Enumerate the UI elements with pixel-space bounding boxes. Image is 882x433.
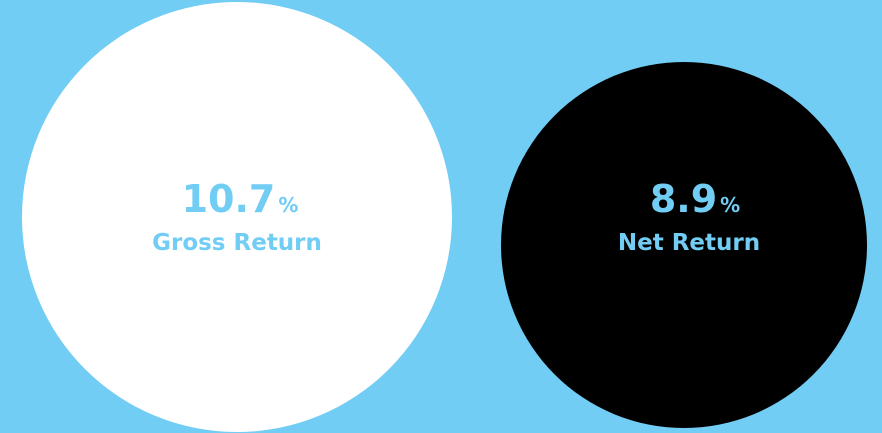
gross-figure: 10.7% (182, 177, 299, 221)
net-unit: % (720, 193, 740, 217)
net-circle (501, 62, 867, 428)
gross-circle (22, 2, 452, 432)
net-value: 8.9 (650, 177, 717, 221)
net-figure: 8.9% (650, 177, 740, 221)
gross-unit: % (278, 193, 298, 217)
gross-label: Gross Return (152, 230, 322, 256)
gross-value: 10.7 (182, 177, 276, 221)
net-label: Net Return (618, 230, 760, 256)
